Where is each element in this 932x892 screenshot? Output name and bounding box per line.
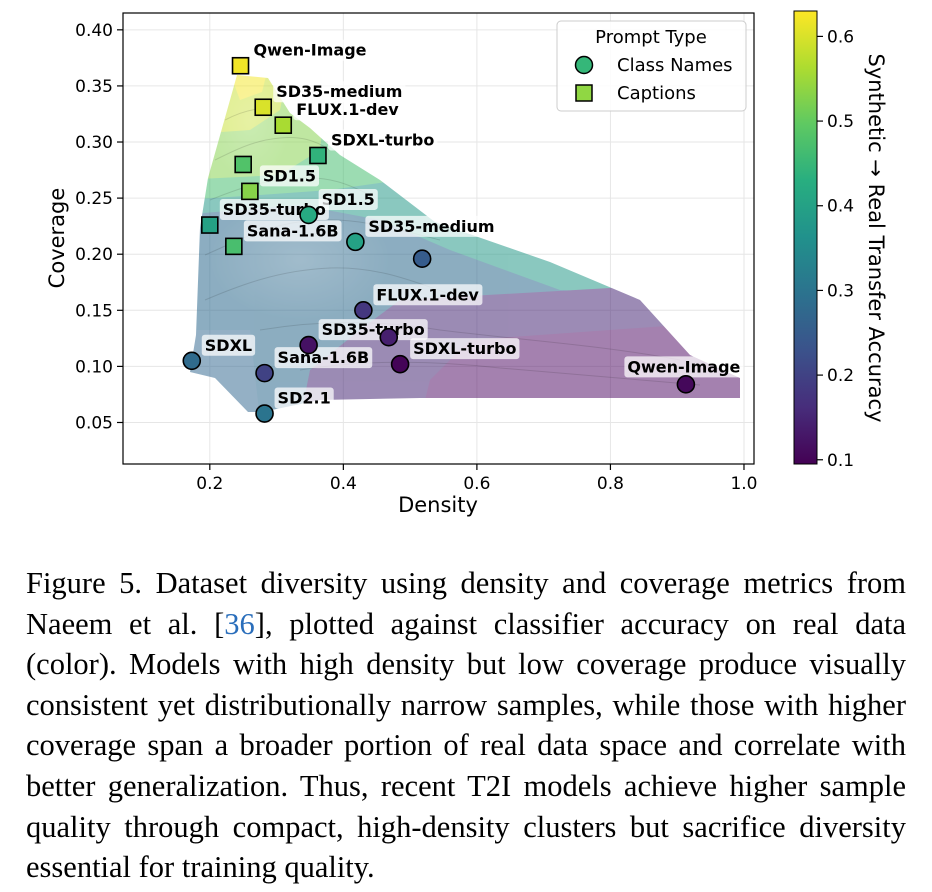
legend-title: Prompt Type (595, 27, 707, 48)
class-names-point (390, 354, 410, 374)
point-label-background (318, 188, 378, 210)
point-label-background (318, 319, 428, 341)
point-label: SD35-medium (368, 217, 494, 236)
colorbar-tick-label: 0.3 (827, 281, 854, 301)
y-axis-ticks: 0.05 0.10 0.15 0.20 0.25 0.30 0.35 0.40 (75, 21, 123, 433)
point-label: SDXL-turbo (331, 130, 434, 149)
point-label: SD35-turbo (322, 320, 425, 339)
point-label: SD35-medium (276, 82, 402, 101)
density-coverage-chart: 0.2 0.4 0.6 0.8 1.0 0.050.100.150.200.250.30… (45, 10, 888, 517)
point-label-background (243, 220, 342, 242)
class-names-point (299, 335, 318, 355)
legend-label-class-names: Class Names (617, 55, 733, 76)
point-label: SDXL-turbo (413, 339, 516, 358)
plot-frame (122, 12, 755, 465)
x-axis-label: Density (398, 493, 478, 517)
colorbar-gradient (793, 10, 818, 465)
legend-square-marker (575, 84, 593, 102)
point-label-background (327, 129, 438, 151)
class-names-point (412, 249, 432, 268)
point-label-background (373, 284, 483, 306)
y-tick-label: 0.35 (75, 77, 113, 97)
point-label-background (410, 338, 520, 360)
point-label-background (624, 356, 744, 378)
point-label-background (274, 347, 373, 369)
captions-point (254, 98, 273, 117)
point-label: Qwen-Image (627, 357, 740, 376)
caption-text-start: Figure 5. Dataset diversity using densit… (26, 566, 906, 641)
x-tick-label: 0.6 (463, 474, 490, 494)
y-tick-label: 0.05 (75, 413, 113, 433)
captions-point (225, 237, 243, 256)
point-label: SDXL (205, 336, 252, 355)
x-axis-ticks: 0.2 0.4 0.6 0.8 1.0 (196, 464, 758, 494)
data-points (182, 56, 696, 423)
x-tick-label: 0.4 (330, 474, 357, 494)
point-label: FLUX.1-dev (376, 285, 479, 304)
point-label-background (250, 39, 370, 61)
class-names-point (255, 404, 274, 423)
point-label: Sana-1.6B (278, 348, 370, 367)
y-axis-label: Coverage (45, 188, 69, 289)
captions-point (241, 182, 259, 201)
figure-caption: Figure 5. Dataset diversity using densit… (26, 563, 906, 888)
class-names-point (182, 351, 202, 371)
colorbar-tick-label: 0.6 (827, 27, 854, 47)
point-label-background (293, 99, 403, 121)
legend-box (556, 20, 747, 112)
legend-label-captions: Captions (617, 83, 696, 104)
citation-link[interactable]: 36 (224, 606, 255, 641)
x-tick-label: 0.8 (597, 474, 624, 494)
colorbar-tick-label: 0.1 (827, 451, 854, 471)
x-tick-label: 0.2 (196, 474, 223, 494)
point-label-background (259, 165, 320, 187)
class-names-point (676, 375, 696, 394)
y-tick-label: 0.30 (75, 133, 113, 153)
y-tick-label: 0.15 (75, 301, 113, 321)
colorbar-tick-label: 0.5 (827, 112, 854, 132)
caption-text-end: ], plotted against classifier accuracy o… (26, 606, 906, 885)
x-tick-label: 1.0 (730, 474, 757, 494)
captions-point (234, 155, 252, 174)
colorbar-tick-label: 0.2 (827, 366, 854, 386)
y-tick-label: 0.10 (75, 357, 113, 377)
colorbar-tick-label: 0.4 (827, 197, 854, 217)
point-label: Qwen-Image (254, 41, 367, 60)
point-label-background (201, 334, 256, 356)
captions-point (274, 116, 293, 134)
y-tick-label: 0.25 (75, 189, 113, 209)
y-tick-label: 0.40 (75, 21, 113, 41)
class-names-point (354, 301, 373, 320)
captions-point (231, 56, 250, 75)
point-label-background (273, 81, 406, 103)
point-label: SD1.5 (322, 190, 375, 209)
colorbar-label: Synthetic → Real Transfer Accuracy (864, 53, 888, 422)
legend: Prompt Type Class Names Captions (556, 20, 747, 112)
class-names-point (299, 205, 318, 225)
captions-point (309, 146, 327, 165)
class-names-point (255, 363, 274, 383)
point-label: SD1.5 (263, 166, 316, 185)
colorbar: 0.1 0.2 0.3 0.4 0.5 0.6 Synthetic → Real Tran… (793, 10, 888, 471)
class-names-point (379, 327, 399, 347)
colorbar-ticks: 0.1 0.2 0.3 0.4 0.5 0.6 (817, 27, 854, 471)
point-label-background (274, 387, 334, 409)
legend-circle-marker (574, 55, 594, 75)
y-tick-label: 0.20 (75, 245, 113, 265)
point-label: SD2.1 (278, 389, 331, 408)
point-label: Sana-1.6B (247, 221, 339, 240)
point-label-background (365, 215, 498, 237)
point-labels: SD1.5SD35-mediumFLUX.1-devSD35-turboSDXL… (201, 39, 744, 409)
captions-point (201, 216, 219, 234)
point-label: FLUX.1-dev (296, 100, 399, 119)
class-names-point (346, 232, 365, 252)
